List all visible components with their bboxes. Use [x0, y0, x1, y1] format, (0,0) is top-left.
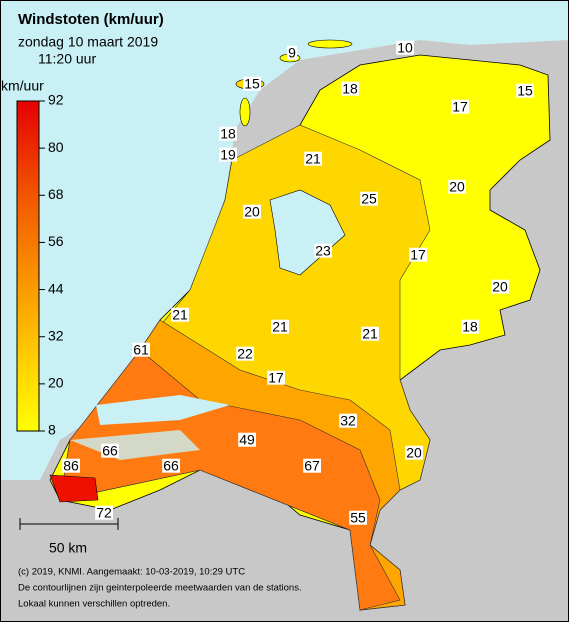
legend-tick-label: 20	[48, 375, 64, 391]
station-value: 49	[239, 432, 255, 448]
footer-line: Lokaal kunnen verschillen optreden.	[18, 599, 170, 610]
station-label-bg	[238, 432, 256, 447]
station-value: 21	[172, 307, 188, 323]
legend-unit: km/uur	[1, 78, 44, 94]
station-label-bg	[491, 279, 509, 294]
station-value: 66	[163, 458, 179, 474]
station-label-bg	[361, 326, 379, 341]
station-label-bg	[171, 307, 189, 322]
station-label-bg	[243, 204, 261, 219]
station-label-bg	[236, 346, 254, 361]
station-value: 10	[397, 40, 413, 56]
station-value: 61	[133, 342, 149, 358]
station-label-bg	[219, 126, 237, 141]
station-value: 18	[220, 126, 236, 142]
station-value: 32	[340, 413, 356, 429]
footer-line: De contourlijnen zijn geinterpoleerde me…	[18, 583, 302, 594]
contour-zone	[49, 474, 99, 503]
station-value: 9	[288, 45, 296, 61]
station-label-bg	[95, 505, 113, 520]
legend-tick-label: 92	[48, 92, 64, 108]
station-label-bg	[243, 76, 261, 91]
island	[307, 39, 353, 49]
station-label-bg	[303, 458, 321, 473]
scale-bar-label: 50 km	[49, 540, 87, 556]
station-label-bg	[132, 342, 150, 357]
station-label-bg	[267, 370, 285, 385]
station-value: 22	[237, 346, 253, 362]
station-label-bg	[409, 247, 427, 262]
sea	[0, 0, 569, 480]
legend-tick-label: 8	[48, 422, 56, 438]
title: Windstoten (km/uur)	[18, 11, 164, 28]
station-value: 21	[272, 319, 288, 335]
station-label-bg	[304, 151, 322, 166]
legend-tick-label: 80	[48, 139, 64, 155]
station-label-bg	[451, 99, 469, 114]
station-label-bg	[461, 319, 479, 334]
station-value: 66	[102, 443, 118, 459]
station-value: 72	[96, 505, 112, 521]
station-label-bg	[219, 147, 237, 162]
station-label-bg	[349, 510, 367, 525]
station-value: 17	[268, 370, 284, 386]
station-value: 67	[304, 458, 320, 474]
station-label-bg	[360, 191, 378, 206]
station-value: 17	[452, 99, 468, 115]
station-value: 20	[449, 179, 465, 195]
island	[239, 97, 251, 127]
station-label-bg	[448, 179, 466, 194]
station-label-bg	[339, 413, 357, 428]
station-value: 55	[350, 510, 366, 526]
legend-bar	[16, 100, 40, 432]
station-value: 23	[315, 243, 331, 259]
legend-tick-label: 56	[48, 233, 64, 249]
station-label-bg	[271, 319, 289, 334]
legend-tick-label: 68	[48, 186, 64, 202]
estuary	[96, 395, 230, 425]
station-value: 17	[410, 247, 426, 263]
station-value: 15	[517, 83, 533, 99]
station-value: 86	[63, 458, 79, 474]
station-value: 20	[492, 279, 508, 295]
station-value: 18	[462, 319, 478, 335]
station-label-bg	[396, 40, 414, 55]
date: zondag 10 maart 2019	[18, 34, 158, 50]
station-label-bg	[62, 458, 80, 473]
station-label-bg	[341, 81, 359, 96]
station-label-bg	[516, 83, 534, 98]
footer-line: (c) 2019, KNMI. Aangemaakt: 10-03-2019, …	[18, 567, 245, 578]
station-value: 25	[361, 191, 377, 207]
station-label-bg	[287, 45, 298, 60]
station-value: 19	[220, 147, 236, 163]
station-value: 20	[406, 445, 422, 461]
time: 11:20 uur	[38, 51, 96, 67]
station-value: 15	[244, 76, 260, 92]
station-value: 21	[362, 326, 378, 342]
station-label-bg	[405, 445, 423, 460]
station-label-bg	[162, 458, 180, 473]
legend-tick-label: 32	[48, 327, 64, 343]
station-value: 21	[305, 151, 321, 167]
legend-tick-label: 44	[48, 280, 64, 296]
station-label-bg	[101, 443, 119, 458]
station-label-bg	[314, 243, 332, 258]
station-value: 20	[244, 204, 260, 220]
station-value: 18	[342, 81, 358, 97]
